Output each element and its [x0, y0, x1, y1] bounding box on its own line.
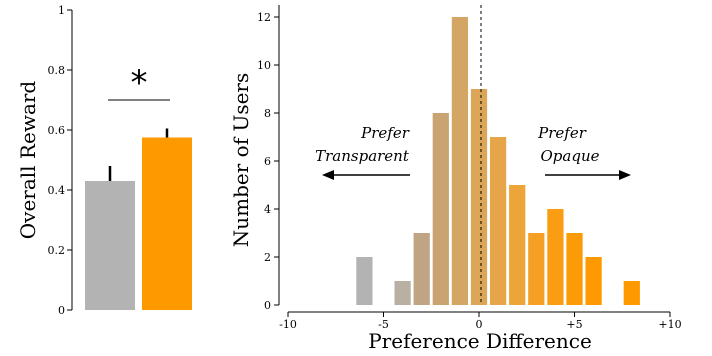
right-y-tick-label: 6: [264, 155, 271, 168]
right-y-tick-label: 2: [264, 251, 271, 264]
right-x-tick-label: +5: [566, 318, 582, 331]
histogram-bar: [509, 185, 526, 305]
reward-bar-chart: 0 0.2 0.4 0.6 0.8 1 * Overall Reward: [16, 4, 192, 317]
right-y-tick-label: 8: [264, 107, 271, 120]
left-y-tick-label: 0: [58, 304, 65, 317]
left-y-tick-label: 0.8: [48, 64, 66, 77]
histogram-bar: [432, 113, 449, 305]
left-y-ticks: 0 0.2 0.4 0.6 0.8 1: [48, 4, 72, 317]
histogram-bar: [356, 257, 373, 305]
histogram-bar: [470, 89, 488, 305]
right-x-tick-label: +10: [658, 318, 681, 331]
annotation-right-line2: Opaque: [541, 147, 600, 165]
preference-histogram: 0 2 4 6 8 10 12 -10 -5 0 +5 +10 Prefer Transparent…: [229, 5, 682, 353]
histogram-bar: [489, 137, 507, 305]
right-y-tick-label: 10: [257, 59, 271, 72]
histogram-bar: [566, 233, 583, 305]
histogram-bars: [356, 17, 640, 305]
histogram-bar: [585, 257, 602, 305]
annotation-left-line1: Prefer: [360, 124, 410, 142]
left-y-axis-label: Overall Reward: [16, 81, 40, 240]
annotation-right-line1: Prefer: [537, 124, 587, 142]
right-x-ticks: -10 -5 0 +5 +10: [279, 312, 682, 331]
significance-star: *: [131, 63, 148, 103]
right-x-axis-label: Preference Difference: [368, 329, 592, 353]
reward-bar: [85, 181, 135, 310]
right-y-ticks: 0 2 4 6 8 10 12: [257, 11, 279, 312]
left-y-tick-label: 0.4: [48, 184, 66, 197]
histogram-bar: [623, 281, 640, 305]
histogram-bar: [394, 281, 411, 305]
left-y-tick-label: 1: [58, 4, 65, 17]
histogram-bar: [528, 233, 545, 305]
reward-bar: [142, 137, 192, 310]
right-x-tick-label: -5: [378, 318, 389, 331]
annotation-left-line2: Transparent: [315, 147, 410, 165]
left-y-tick-label: 0.6: [48, 124, 66, 137]
arrow-left-icon: [322, 170, 410, 180]
histogram-bar: [413, 233, 430, 305]
left-y-tick-label: 0.2: [48, 244, 66, 257]
right-y-tick-label: 0: [264, 299, 271, 312]
left-bars: [85, 128, 192, 310]
right-x-tick-label: -10: [279, 318, 297, 331]
arrow-right-icon: [545, 170, 631, 180]
right-y-axis-label: Number of Users: [229, 73, 253, 247]
right-y-tick-label: 12: [257, 11, 271, 24]
right-x-tick-label: 0: [476, 318, 483, 331]
histogram-bar: [547, 209, 564, 305]
histogram-bar: [451, 17, 469, 305]
right-y-tick-label: 4: [264, 203, 271, 216]
